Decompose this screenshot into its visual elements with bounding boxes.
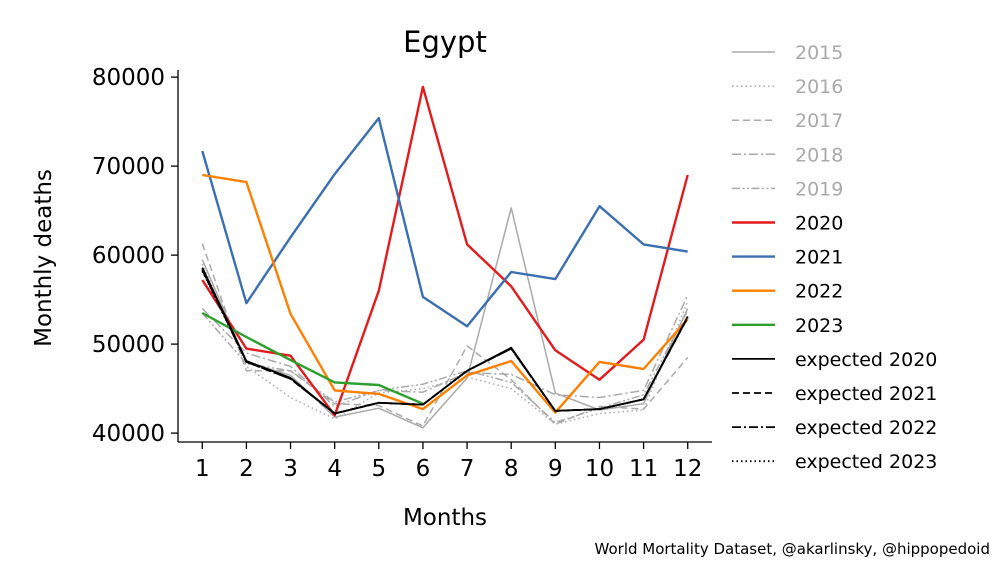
series-line-2021 <box>201 116 688 328</box>
series-line-2016 <box>201 263 689 425</box>
x-tick-label: 7 <box>460 456 475 482</box>
x-tick-label: 12 <box>673 456 702 482</box>
credit-text: World Mortality Dataset, @akarlinsky, @h… <box>594 540 990 558</box>
x-tick-label: 3 <box>283 456 298 482</box>
x-tick-label: 1 <box>195 456 210 482</box>
x-tick-label: 5 <box>371 456 386 482</box>
y-tick-label: 60000 <box>92 243 165 269</box>
x-tick-label: 8 <box>504 456 519 482</box>
x-axis-label: Months <box>403 505 487 531</box>
legend-label-2016: 2016 <box>795 76 843 98</box>
series-line-2015 <box>201 207 689 429</box>
y-tick-label: 70000 <box>92 154 165 180</box>
x-tick-label: 10 <box>585 456 614 482</box>
legend-label-expected-2020: expected 2020 <box>795 349 937 371</box>
chart-title: Egypt <box>403 25 487 59</box>
legend-label-expected-2021: expected 2021 <box>795 383 937 405</box>
legend-label-2020: 2020 <box>795 213 843 235</box>
y-tick-label: 40000 <box>92 421 165 447</box>
legend-label-expected-2023: expected 2023 <box>795 451 937 473</box>
series-line-2022 <box>202 173 689 414</box>
legend-label-2015: 2015 <box>795 42 843 64</box>
series-line-2017 <box>201 243 689 427</box>
series-line-2019 <box>201 309 689 424</box>
plot-lines <box>201 85 689 429</box>
y-tick-label: 80000 <box>92 65 165 91</box>
y-tick-label: 50000 <box>92 332 165 358</box>
legend: 2015 2016 2017 2018 2019 2020 2021 2022 2023 expe… <box>732 42 937 473</box>
x-tick-label: 2 <box>239 456 254 482</box>
series-line-2023 <box>201 311 424 405</box>
legend-label-expected-2022: expected 2022 <box>795 417 937 439</box>
legend-label-2021: 2021 <box>795 247 843 269</box>
x-tick-label: 9 <box>548 456 563 482</box>
series-line-expected-2023 <box>201 270 689 415</box>
legend-label-2023: 2023 <box>795 315 843 337</box>
legend-label-2022: 2022 <box>795 281 843 303</box>
x-tick-label: 6 <box>416 456 431 482</box>
y-axis-label: Monthly deaths <box>31 169 57 347</box>
legend-label-2018: 2018 <box>795 144 843 166</box>
x-tick-label: 11 <box>629 456 658 482</box>
x-tick-label: 4 <box>327 456 342 482</box>
legend-label-2019: 2019 <box>795 178 843 200</box>
legend-label-2017: 2017 <box>795 110 843 132</box>
series-line-2020 <box>201 85 689 417</box>
